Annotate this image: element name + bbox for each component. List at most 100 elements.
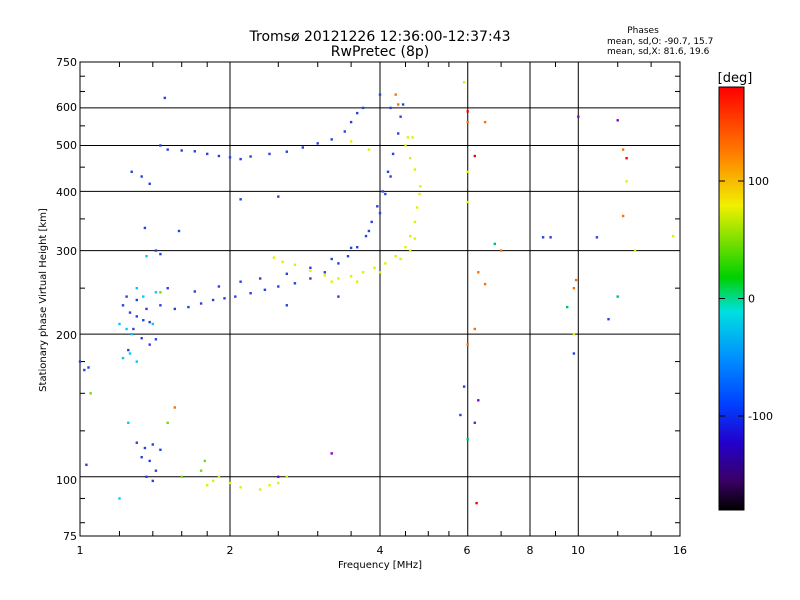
data-point <box>277 285 280 288</box>
data-point <box>384 192 387 196</box>
data-point <box>293 263 297 266</box>
data-point <box>130 332 133 336</box>
data-point <box>621 148 625 151</box>
data-point <box>166 287 169 290</box>
data-point <box>356 280 359 283</box>
data-point <box>206 484 209 487</box>
colorbar-label: [deg] <box>718 71 753 86</box>
data-point <box>616 295 619 298</box>
colorbar-tick-label: 0 <box>748 293 755 306</box>
data-point <box>154 291 158 294</box>
data-point <box>462 385 466 388</box>
data-point <box>293 282 297 285</box>
data-point <box>462 81 466 84</box>
data-point <box>239 486 242 489</box>
data-point <box>394 255 397 258</box>
data-point <box>404 144 407 147</box>
data-point <box>228 156 232 159</box>
data-point <box>466 120 469 124</box>
data-point <box>577 115 580 118</box>
y-tick-label: 400 <box>56 186 77 199</box>
y-tick-label: 750 <box>56 56 77 69</box>
data-point <box>376 205 379 208</box>
data-point <box>142 295 145 298</box>
colorbar-tick-label: 100 <box>748 175 769 188</box>
data-point <box>159 291 162 294</box>
data-point <box>217 475 221 478</box>
data-point <box>239 157 242 161</box>
data-point <box>397 103 400 106</box>
data-point <box>378 93 382 96</box>
data-point <box>349 140 353 143</box>
data-point <box>323 274 326 277</box>
data-point <box>148 182 151 185</box>
data-point <box>159 304 162 307</box>
data-point <box>135 441 138 444</box>
data-point <box>259 277 262 280</box>
data-point <box>135 298 138 302</box>
y-tick-label: 600 <box>56 101 77 114</box>
data-point <box>217 285 221 288</box>
data-point <box>132 327 135 331</box>
data-point <box>566 305 569 309</box>
data-point <box>389 106 392 110</box>
data-point <box>154 338 158 341</box>
chart-subtitle: RwPretec (8p) <box>331 44 429 60</box>
data-point <box>281 260 284 264</box>
data-point <box>330 257 333 261</box>
data-point <box>135 315 138 318</box>
data-point <box>151 443 154 446</box>
data-point <box>180 475 183 478</box>
data-point <box>203 459 206 463</box>
x-tick-label: 16 <box>673 544 687 557</box>
data-point <box>473 327 476 331</box>
x-tick-label: 4 <box>377 544 384 557</box>
data-point <box>145 475 148 478</box>
data-point <box>135 287 138 290</box>
data-point <box>78 360 82 363</box>
data-point <box>473 421 476 424</box>
data-point <box>337 295 340 298</box>
data-point <box>418 192 421 196</box>
data-point <box>413 237 417 240</box>
data-point <box>285 272 288 275</box>
data-point <box>316 142 319 145</box>
data-point <box>130 170 133 173</box>
data-point <box>217 154 221 158</box>
data-point <box>301 146 304 149</box>
y-tick-label: 300 <box>56 245 77 258</box>
data-point <box>228 481 232 485</box>
data-point <box>477 271 480 274</box>
data-point <box>466 200 469 204</box>
data-point <box>272 256 276 259</box>
data-point <box>309 277 312 280</box>
data-point <box>378 211 382 215</box>
data-point <box>159 252 162 256</box>
data-point <box>477 399 480 402</box>
data-point <box>125 327 128 331</box>
data-point <box>413 220 417 224</box>
axis-ticks <box>80 62 680 536</box>
data-point <box>148 459 151 463</box>
data-point <box>151 322 154 326</box>
data-point <box>121 304 125 307</box>
x-tick-label: 10 <box>571 544 585 557</box>
data-point <box>466 343 469 346</box>
data-point <box>193 150 196 153</box>
data-point <box>193 290 196 293</box>
data-point <box>118 322 121 326</box>
data-point <box>87 366 90 369</box>
y-tick-labels: 75 100 200 300 400 500 600 750 <box>56 56 77 543</box>
data-point <box>239 198 242 201</box>
data-point <box>330 280 333 283</box>
data-point <box>268 484 271 487</box>
data-point <box>239 280 242 283</box>
data-point <box>145 255 148 258</box>
data-point <box>483 120 487 124</box>
data-point <box>473 154 476 158</box>
data-point <box>416 206 419 209</box>
data-point <box>142 319 145 322</box>
data-point <box>367 148 371 151</box>
data-point <box>370 220 373 224</box>
data-point <box>346 255 350 258</box>
